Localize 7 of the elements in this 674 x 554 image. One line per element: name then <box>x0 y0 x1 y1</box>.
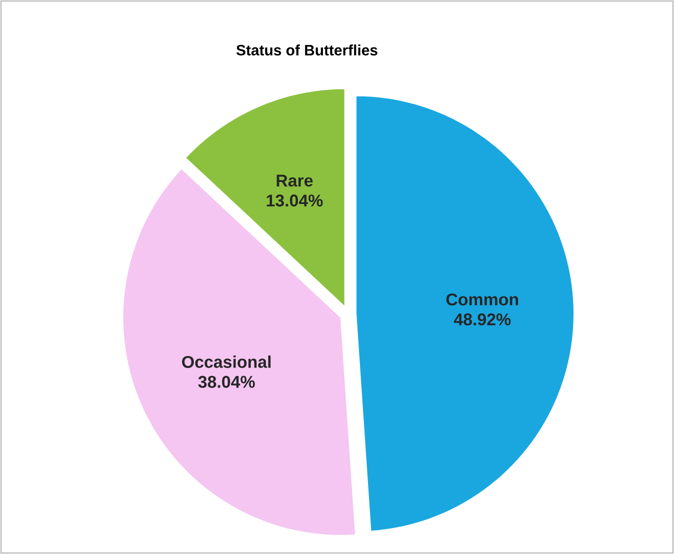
data-label: 13.04% <box>266 194 323 207</box>
data-label: 38.04% <box>198 376 255 388</box>
slice-label: Common <box>446 293 518 306</box>
chart-title: Status of Butterflies <box>236 44 378 56</box>
slice-label: Rare <box>276 174 313 187</box>
slice-label: Occasional <box>182 356 271 368</box>
data-label: 48.92% <box>454 313 511 326</box>
